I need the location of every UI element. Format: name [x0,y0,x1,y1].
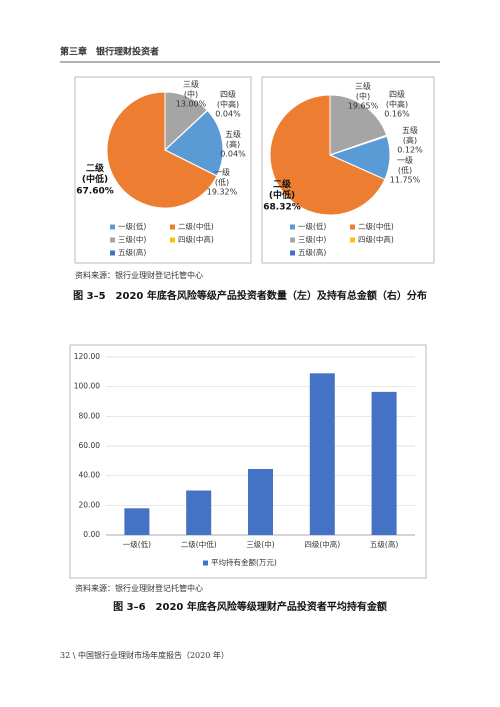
pie-slice [269,94,386,216]
slice-value-label: 0.04% [220,150,246,159]
slice-value-label: 19.32% [207,188,238,197]
legend-label: 三级(中) [298,234,326,244]
legend-swatch [110,250,115,256]
legend-swatch [290,250,295,256]
y-tick-label: 60.00 [79,441,101,450]
y-tick-label: 120.00 [74,352,100,361]
bar [186,490,212,535]
legend-label: 三级(中) [118,234,146,244]
legend-swatch [350,224,355,230]
legend-label: 五级(高) [298,247,326,257]
slice-label: 三级(中) [183,79,199,99]
bar [309,373,335,535]
slice-label: 五级(高) [225,129,241,149]
x-tick-label: 一级(低) [123,539,151,549]
bar [371,391,397,535]
legend-swatch [170,224,175,230]
slice-value-label: 0.04% [215,110,241,119]
legend-swatch [290,224,295,230]
y-tick-label: 100.00 [74,382,100,391]
pie-frame [261,76,435,264]
legend-swatch [110,237,115,243]
legend-swatch [110,224,115,230]
figure-caption: 图 3–5 2020 年底各风险等级产品投资者数量（左）及持有总金额（右）分布 [73,289,427,302]
legend-swatch [170,237,175,243]
legend-label: 四级(中高) [358,234,394,244]
x-tick-label: 四级(中高) [304,539,340,549]
y-tick-label: 0.00 [83,530,100,539]
legend-label: 一级(低) [298,221,326,231]
bar-frame [69,344,427,579]
pie-slice [164,109,224,177]
slice-value-label: 19.65% [348,102,379,111]
slice-label: 二级(中低) [82,162,108,185]
bar [248,468,273,535]
figure-caption: 图 3–6 2020 年底各风险等级理财产品投资者平均持有金额 [113,600,387,613]
slice-value-label: 0.16% [384,110,410,119]
slice-label: 二级(中低) [269,178,295,201]
legend-label: 一级(低) [118,221,146,231]
x-tick-label: 三级(中) [246,539,274,549]
x-tick-label: 五级(高) [370,539,398,549]
page-footer: 32 \ 中国银行业理财市场年度报告（2020 年） [60,650,229,660]
slice-label: 一级(低) [397,155,413,175]
legend-label: 平均持有金额(万元) [211,557,277,567]
legend-swatch [203,560,208,566]
legend-swatch [350,237,355,243]
legend-label: 二级(中低) [178,221,214,231]
y-tick-label: 40.00 [79,471,101,480]
legend-label: 五级(高) [118,247,146,257]
slice-label: 四级(中高) [217,89,239,109]
slice-label: 三级(中) [355,81,371,101]
slice-value-label: 68.32% [263,203,301,213]
slice-value-label: 13.00% [176,100,207,109]
source-note: 资料来源：银行业理财登记托管中心 [75,583,203,593]
legend-label: 四级(中高) [178,234,214,244]
chapter-header: 第三章 银行理财投资者 [60,46,159,58]
slice-label: 四级(中高) [386,89,408,109]
slice-value-label: 67.60% [76,187,114,197]
legend-label: 二级(中低) [358,221,394,231]
slice-value-label: 11.75% [390,176,421,185]
pie-frame [74,76,252,264]
legend-swatch [290,237,295,243]
slice-label: 五级(高) [402,125,418,145]
bar [124,508,150,535]
y-tick-label: 80.00 [79,411,101,420]
source-note: 资料来源：银行业理财登记托管中心 [75,270,203,280]
slice-label: 一级(低) [214,167,230,187]
y-tick-label: 20.00 [79,500,101,509]
x-tick-label: 二级(中低) [181,539,217,549]
pie-slice [106,91,218,209]
pie-slice [164,109,209,151]
pie-slice [329,135,388,156]
slice-value-label: 0.12% [397,146,423,155]
